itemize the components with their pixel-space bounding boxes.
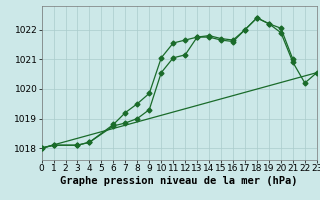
X-axis label: Graphe pression niveau de la mer (hPa): Graphe pression niveau de la mer (hPa) xyxy=(60,176,298,186)
